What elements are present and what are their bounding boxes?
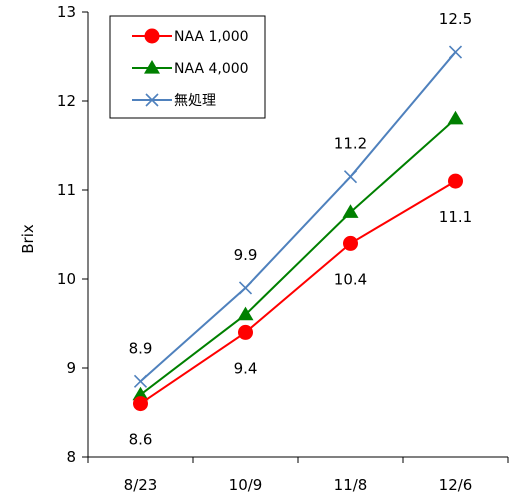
data-point xyxy=(238,324,253,340)
legend-marker xyxy=(145,93,159,107)
legend-marker xyxy=(144,60,160,74)
data-label: 8.9 xyxy=(129,339,153,357)
x-tick-label: 12/6 xyxy=(439,476,473,494)
legend-item: NAA 1,000 xyxy=(132,28,249,45)
data-point xyxy=(132,386,149,401)
data-point xyxy=(133,374,148,388)
data-point xyxy=(133,396,148,412)
data-point xyxy=(343,170,358,184)
data-labels: 8.9 9.9 11.2 12.5 8.6 9.4 10.4 11.1 xyxy=(129,10,473,449)
data-point xyxy=(447,110,464,125)
legend-marker xyxy=(144,28,160,44)
series-naa-4-000 xyxy=(132,110,464,401)
series-naa-1-000 xyxy=(133,173,463,412)
legend: NAA 1,000 NAA 4,000 無処理 xyxy=(109,15,266,119)
series-line xyxy=(139,180,457,405)
y-tick-label: 9 xyxy=(66,359,76,377)
data-point xyxy=(342,204,359,218)
y-tick-label: 11 xyxy=(57,181,76,199)
data-label: 11.2 xyxy=(334,135,367,153)
series-layer xyxy=(132,45,464,412)
legend-item: 無処理 xyxy=(132,93,216,109)
series-line xyxy=(139,118,457,396)
x-tick-label: 11/8 xyxy=(334,476,368,494)
y-tick-label: 10 xyxy=(57,270,76,288)
data-point xyxy=(448,173,463,189)
data-point xyxy=(343,235,358,251)
series-untreated xyxy=(133,45,463,388)
data-label: 12.5 xyxy=(439,10,472,28)
y-axis-label: Brix xyxy=(19,224,37,254)
legend-label: NAA 4,000 xyxy=(174,61,249,77)
x-tick-label: 8/23 xyxy=(124,476,158,494)
data-label: 9.4 xyxy=(234,359,258,377)
data-label: 9.9 xyxy=(234,246,258,264)
data-point xyxy=(238,281,253,295)
y-tick-label: 13 xyxy=(57,3,76,21)
data-label: 10.4 xyxy=(334,270,367,288)
data-label: 11.1 xyxy=(439,208,472,226)
y-tick-label: 12 xyxy=(57,92,76,110)
series-line xyxy=(139,51,457,383)
data-point xyxy=(237,306,254,321)
legend-label: NAA 1,000 xyxy=(174,29,249,45)
data-label: 8.6 xyxy=(129,431,153,449)
y-tick-label: 8 xyxy=(66,448,76,466)
axes: 8 9 10 11 12 13 8/23 10/9 11/8 12/6 xyxy=(57,3,509,494)
data-point xyxy=(448,45,463,59)
x-tick-label: 10/9 xyxy=(229,476,263,494)
legend-item: NAA 4,000 xyxy=(132,60,249,77)
legend-label: 無処理 xyxy=(174,93,216,109)
